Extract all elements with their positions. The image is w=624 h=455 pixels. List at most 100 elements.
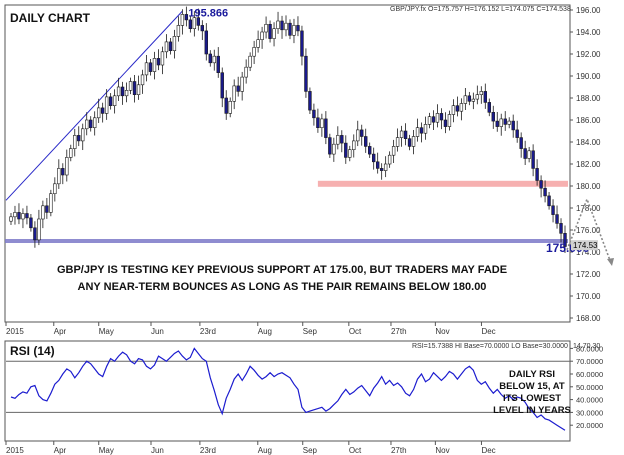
candle-body [503,118,507,125]
rsi-chart: 80.0000 70.0000 60.0000 50.0000 40.0000 30.00… [4,340,603,455]
candle-body [551,205,555,215]
candle-body [515,129,519,138]
candle-body [204,30,208,55]
candle-body [268,23,272,39]
candle-body [328,137,332,155]
price-x-tick-label: Sep [303,327,318,336]
candle-body [471,98,476,102]
candle-body [371,153,376,163]
candle-body [96,107,101,119]
candle-body [419,127,424,134]
price-y-tick-label: 192.00 [576,50,601,59]
last-price-label: 174.53 [573,241,598,250]
last-price-box [571,240,598,251]
rsi-header: RSI=15.7388 HI Base=70.0000 LO Base=30.0… [412,343,568,350]
candle-body [116,86,121,97]
candle-body [523,148,527,159]
candle-body [53,183,57,195]
candle-body [399,130,404,138]
rsi-y-tick-label: 60.0000 [576,370,603,379]
candle-body [312,109,316,119]
rsi-x-tick-label: 2015 [6,446,24,455]
candle-body [192,17,197,30]
candle-body [547,195,551,207]
rsi-annotation-line: ITS LOWEST [503,393,561,404]
rsi-annotation-line: BELOW 15, AT [499,381,565,392]
candle-body [276,20,280,29]
price-y-tick-label: 196.00 [576,6,601,15]
candle-body [256,39,260,48]
price-x-tick-label: Jun [151,327,164,336]
message-line-1: GBP/JPY IS TESTING KEY PREVIOUS SUPPORT … [57,264,507,276]
rsi-annotation-line: LEVEL IN YEARS [493,405,571,416]
rsi-y-tick-label: 40.0000 [576,396,603,405]
price-y-tick-label: 172.00 [576,270,601,279]
price-x-tick-label: May [99,327,114,336]
candle-body [391,146,396,156]
price-x-tick-label: Dec [481,327,495,336]
rsi-line [10,347,566,431]
price-x-tick-label: 2015 [6,327,24,336]
candle-body [128,81,133,91]
candle-body [248,55,252,68]
price-y-tick-label: 184.00 [576,138,601,147]
candle-body [264,23,268,33]
price-x-tick-label: 27th [391,327,407,336]
rsi-x-tick-label: Apr [54,446,67,455]
candle-body [156,58,161,66]
candle-body [379,168,384,171]
candle-body [81,128,85,142]
candle-body [415,127,420,137]
rsi-header-value: 14.70.30 [573,343,600,350]
candle-body [220,72,224,99]
candle-body [49,193,53,213]
price-y-tick-label: 180.00 [576,182,601,191]
candle-body [45,205,49,213]
rsi-annotation-line: DAILY RSI [509,369,555,380]
price-y-tick-label: 176.00 [576,226,601,235]
candle-body [25,213,29,219]
rsi-x-tick-label: May [99,446,114,455]
candle-body [132,81,137,95]
candle-body [348,149,352,158]
candle-body [411,136,416,147]
candle-body [65,157,69,176]
price-y-tick-label: 182.00 [576,160,601,169]
candle-body [188,19,193,29]
candle-body [85,119,89,130]
price-chart: 196.00 194.00 192.00 190.00 188.00 186.00 184.… [4,4,615,336]
candle-body [216,55,220,74]
candle-body [164,41,169,53]
candle-body [184,14,189,21]
candle-body [104,96,109,114]
candle-body [487,102,491,113]
candle-body [61,168,65,176]
rsi-x-tick-label: 23rd [200,446,216,455]
candle-body [563,233,567,247]
candle-body [543,187,547,197]
candle-body [459,103,464,112]
candle-body [316,117,320,129]
rsi-x-tick-label: Nov [435,446,449,455]
candle-body [479,91,484,96]
candle-body [387,154,392,165]
candle-body [224,97,228,114]
candle-body [407,138,412,147]
candle-body [455,105,460,112]
price-x-tick-label: 23rd [200,327,216,336]
candle-body [427,116,432,125]
candle-body [100,107,105,114]
rsi-y-tick-label: 30.0000 [576,408,603,417]
rsi-y-tick-label: 50.0000 [576,383,603,392]
candle-body [320,118,324,129]
candle-body [344,142,348,158]
candle-body [176,25,181,37]
candle-body [451,105,456,115]
candle-body [73,135,77,149]
candle-body [288,22,292,36]
candle-body [364,136,368,147]
candle-body [483,91,487,103]
candle-body [527,150,531,159]
candle-body [443,119,448,127]
candle-body [196,17,201,26]
